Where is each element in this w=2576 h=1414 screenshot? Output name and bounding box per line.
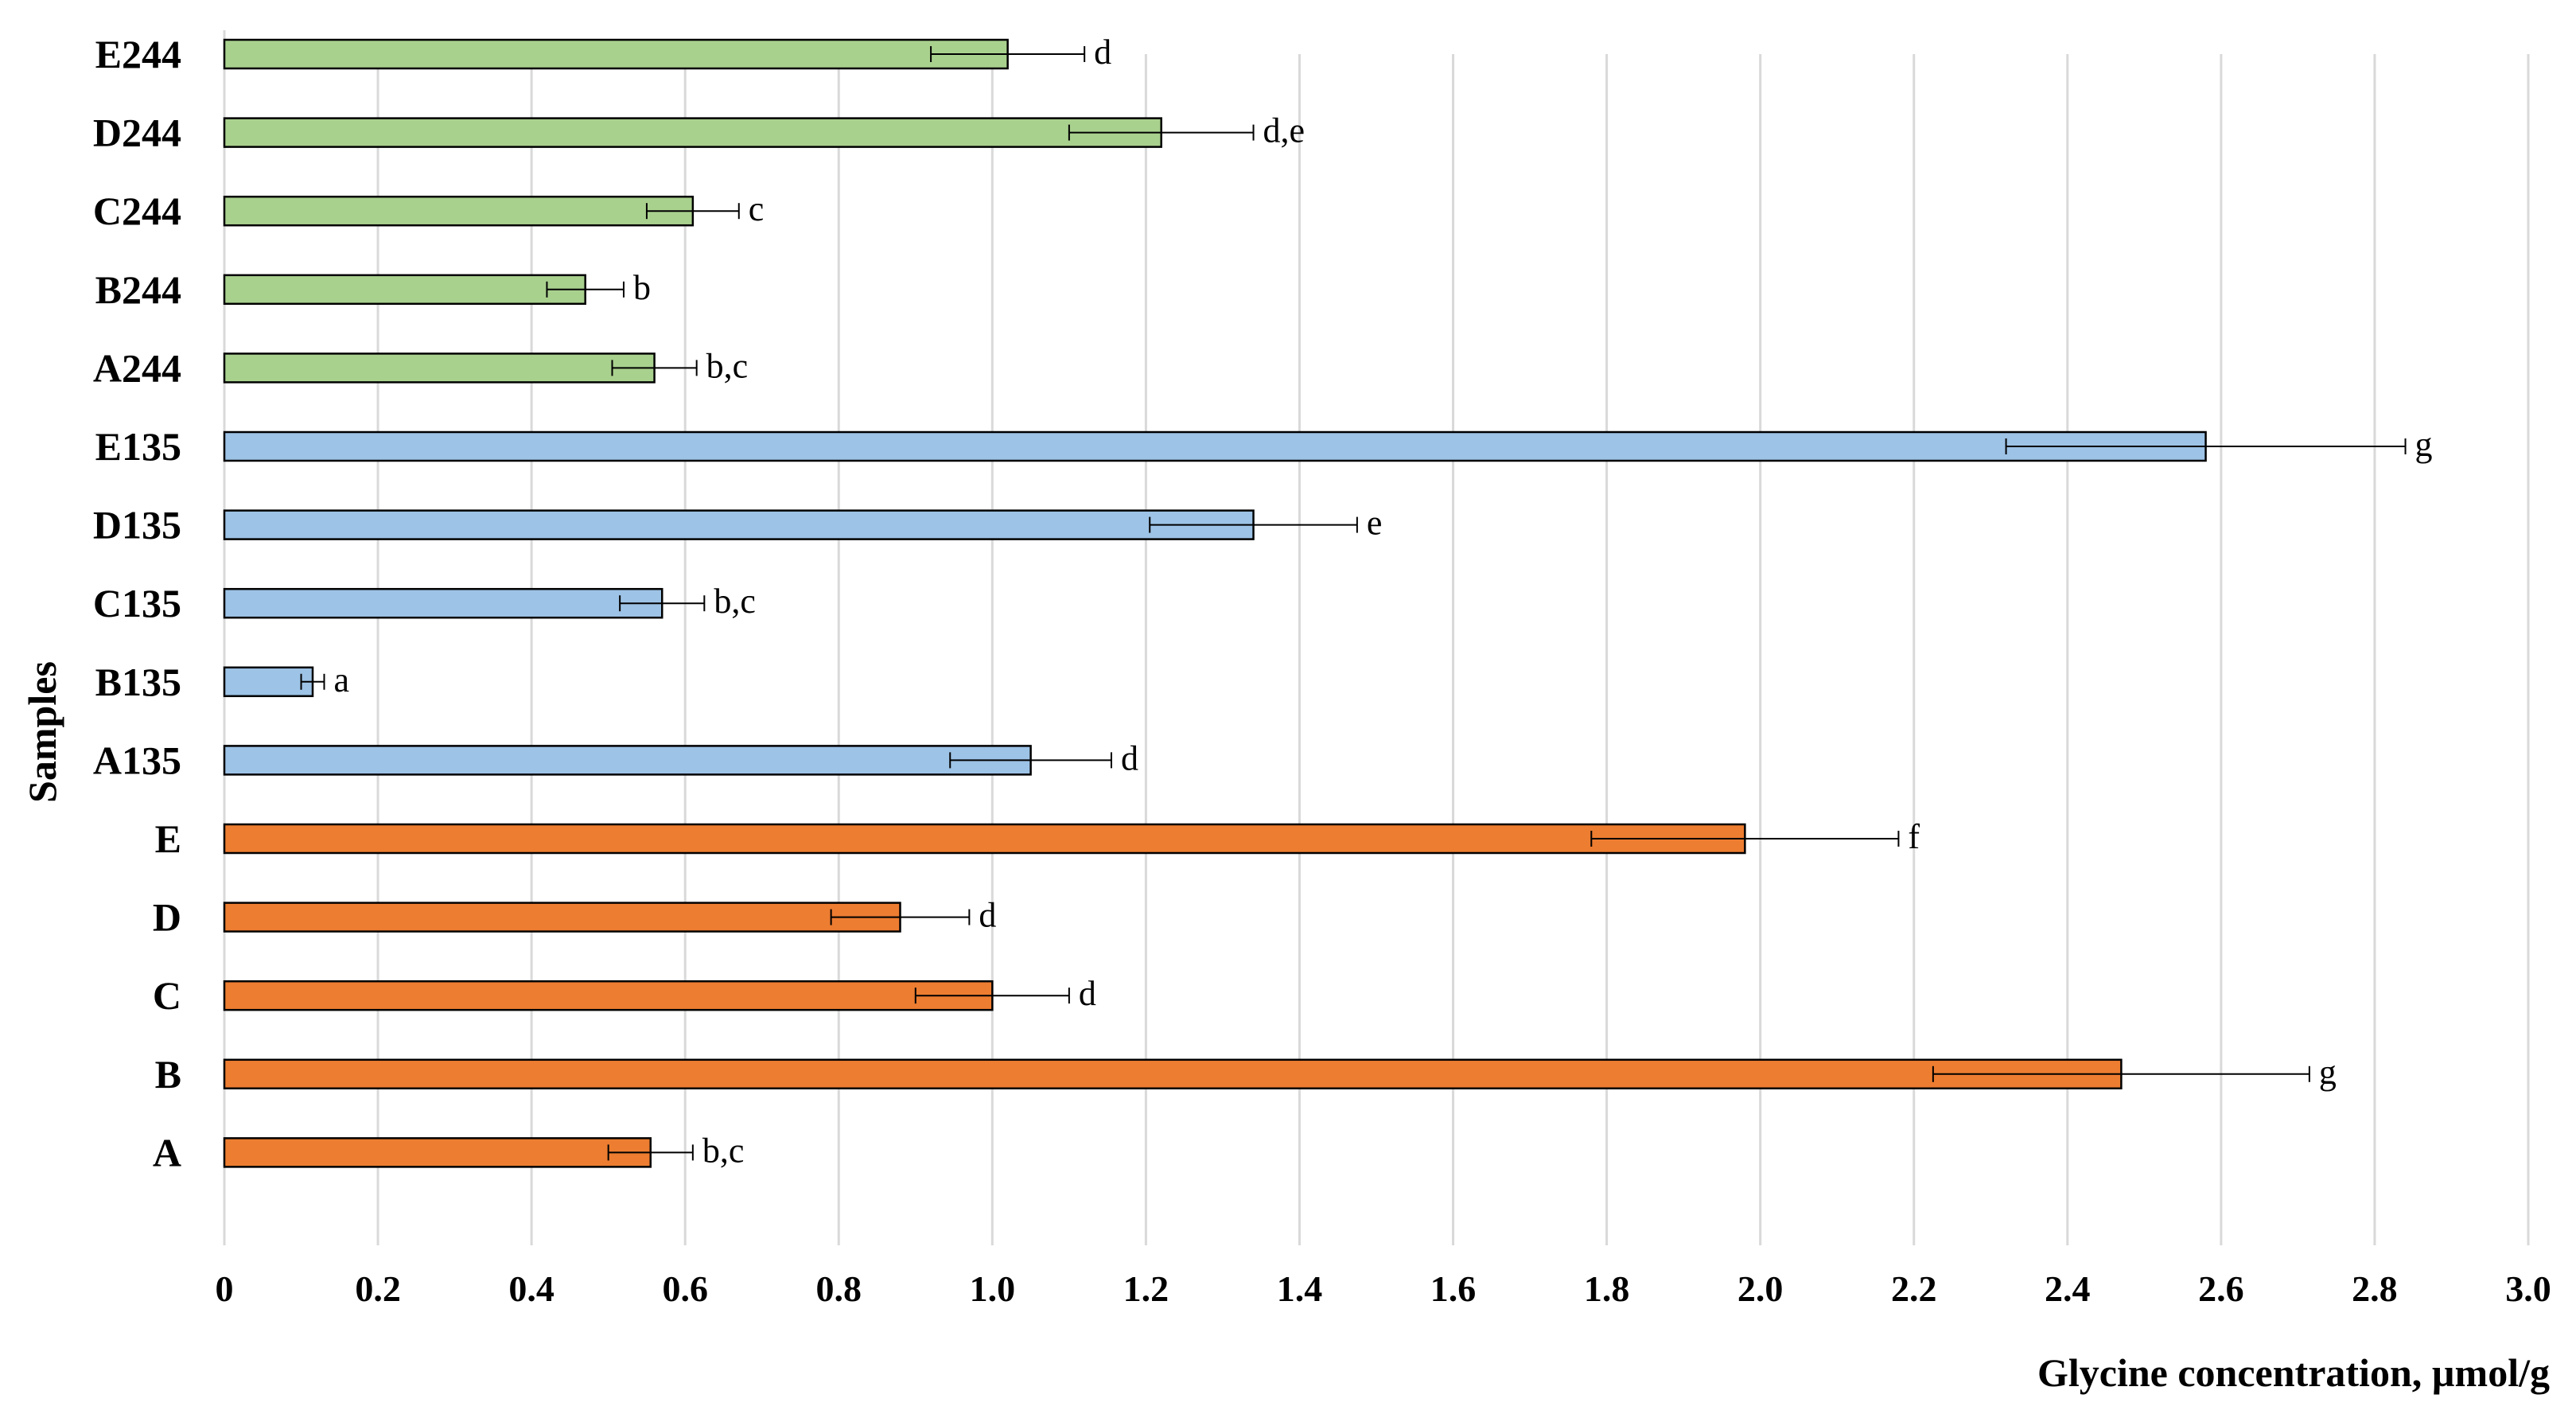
significance-label: e xyxy=(1367,504,1383,543)
bar-b135 xyxy=(223,666,314,698)
bar-d xyxy=(223,902,901,933)
x-tick-label: 2.6 xyxy=(2198,1268,2244,1309)
significance-label: c xyxy=(749,189,765,228)
x-tick-label: 1.4 xyxy=(1277,1268,1323,1309)
significance-label: b xyxy=(633,268,651,307)
category-label: D xyxy=(153,895,181,940)
significance-label: d xyxy=(1121,738,1138,777)
significance-label: g xyxy=(2319,1053,2337,1092)
bars xyxy=(223,38,2407,1168)
x-tick-label: 3.0 xyxy=(2505,1268,2551,1309)
category-label: C135 xyxy=(93,581,181,625)
bar-c xyxy=(223,980,994,1011)
significance-label: b,c xyxy=(702,1131,745,1170)
significance-label: g xyxy=(2415,425,2433,464)
gridlines xyxy=(223,30,2530,1245)
category-label: A244 xyxy=(93,345,181,390)
x-tick-label: 2.4 xyxy=(2045,1268,2091,1309)
bar-d135 xyxy=(223,509,1255,540)
category-label: E xyxy=(155,816,181,861)
bar-c135 xyxy=(223,587,663,619)
x-tick-label: 1.6 xyxy=(1430,1268,1477,1309)
significance-label: d xyxy=(1079,974,1096,1013)
significance-label: d xyxy=(979,896,996,935)
x-axis-title: Glycine concentration, µmol/g xyxy=(2037,1350,2550,1395)
bar-e244 xyxy=(223,38,1009,70)
bar-e135 xyxy=(223,430,2207,462)
category-label: E244 xyxy=(95,32,181,76)
x-tick-label: 0.4 xyxy=(508,1268,555,1309)
x-tick-label: 1.0 xyxy=(970,1268,1016,1309)
category-label: C xyxy=(153,973,181,1018)
category-label: B xyxy=(155,1052,181,1097)
significance-label: a xyxy=(333,660,349,699)
x-tick-label: 2.0 xyxy=(1737,1268,1784,1309)
x-tick-label: 0.8 xyxy=(816,1268,862,1309)
bar-e xyxy=(223,823,1746,855)
category-label: B244 xyxy=(95,267,181,312)
x-tick-label: 2.8 xyxy=(2352,1268,2398,1309)
category-label: A135 xyxy=(93,738,181,782)
bar-d244 xyxy=(223,117,1162,148)
y-axis-title: Samples xyxy=(20,661,64,803)
x-tick-label: 0.6 xyxy=(662,1268,708,1309)
bar-c244 xyxy=(223,195,695,227)
x-tick-label: 1.2 xyxy=(1123,1268,1169,1309)
x-tick-label: 0 xyxy=(216,1268,234,1309)
significance-label: b,c xyxy=(714,582,756,621)
bar-a135 xyxy=(223,745,1032,776)
bar-a xyxy=(223,1137,652,1168)
category-label: D244 xyxy=(93,111,181,155)
category-label: C244 xyxy=(93,189,181,233)
x-tick-label: 1.8 xyxy=(1584,1268,1630,1309)
x-tick-label: 2.2 xyxy=(1891,1268,1937,1309)
significance-label: f xyxy=(1908,817,1920,856)
x-tick-label: 0.2 xyxy=(355,1268,401,1309)
category-label: E135 xyxy=(95,424,181,469)
bar-b244 xyxy=(223,274,586,306)
bar-b xyxy=(223,1058,2123,1090)
significance-label: b,c xyxy=(706,346,749,385)
significance-label: d,e xyxy=(1263,111,1306,150)
category-label: D135 xyxy=(93,503,181,547)
category-label: B135 xyxy=(95,660,181,704)
labels: 0 0.2 0.4 0.6 0.8 1.0 1.2 1.4 1.6 1.8 2.0 2.2 2.4 2.6… xyxy=(93,32,2551,1309)
category-label: A xyxy=(153,1130,181,1174)
significance-label: d xyxy=(1094,33,1111,72)
bar-a244 xyxy=(223,353,656,384)
